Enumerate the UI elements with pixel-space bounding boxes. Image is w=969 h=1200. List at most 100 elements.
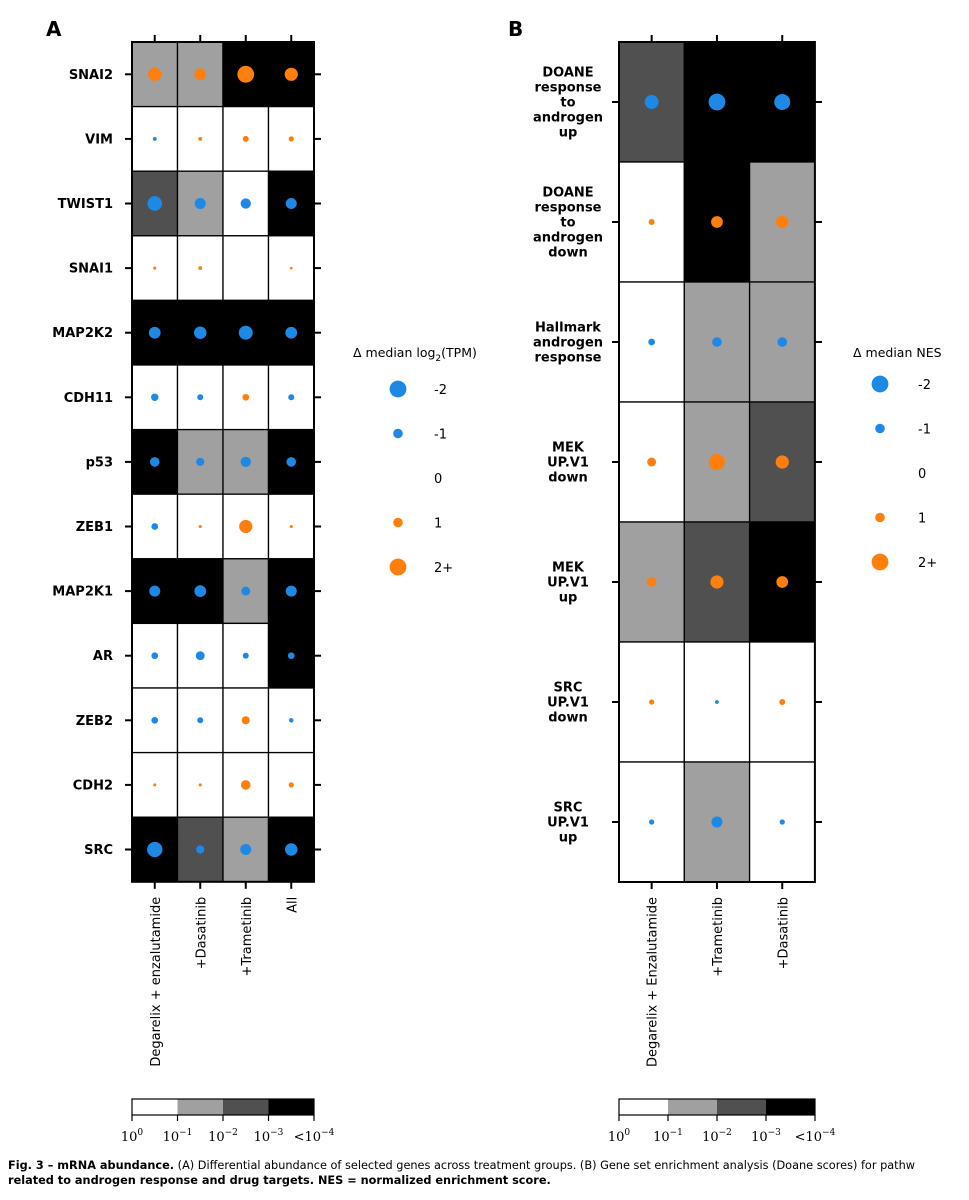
dot-A-3-1 [198, 266, 203, 271]
legend-dot [871, 553, 889, 571]
dot-B-5-1 [715, 700, 719, 704]
dot-A-1-0 [152, 136, 157, 141]
dot-A-1-3 [288, 136, 294, 142]
legend-label: -2 [434, 383, 447, 398]
dot-B-2-2 [777, 337, 788, 347]
row-label: MAP2K2 [52, 326, 113, 341]
row-label: MEK [552, 441, 585, 456]
colorbar-tick-label: 10−3 [254, 1128, 284, 1145]
dot-B-0-2 [774, 93, 791, 111]
row-label: MAP2K1 [52, 585, 113, 600]
row-label: AR [93, 649, 113, 664]
row-label: UP.V1 [547, 576, 589, 591]
legend-dot [393, 517, 403, 528]
dot-A-11-0 [153, 783, 157, 787]
dot-A-2-2 [240, 198, 251, 209]
column-label: Degarelix + enzalutamide [149, 897, 164, 1067]
column-label: All [285, 897, 300, 913]
column-label: +Trametinib [240, 897, 255, 977]
dot-A-2-3 [285, 197, 297, 210]
row-label: androgen [533, 231, 603, 246]
dot-B-0-1 [708, 93, 726, 111]
dot-B-3-1 [708, 453, 725, 471]
row-label: CDH11 [64, 391, 113, 406]
dot-B-6-2 [779, 819, 785, 825]
legend-label: 1 [434, 517, 442, 532]
dot-B-6-0 [649, 819, 655, 825]
dot-A-2-1 [194, 197, 206, 210]
colorbar-tick-label: <10−4 [294, 1128, 335, 1145]
column-label: +Dasatinib [776, 897, 791, 969]
colorbar-segment [268, 1099, 314, 1115]
colorbar-segment [223, 1099, 269, 1115]
dot-A-5-2 [242, 393, 250, 401]
legend-title: Δ median NES [853, 345, 942, 360]
dot-A-1-2 [242, 135, 249, 142]
row-label: Hallmark [535, 321, 601, 336]
dot-B-5-2 [779, 699, 786, 705]
dot-A-8-2 [241, 586, 251, 596]
row-label: response [534, 351, 601, 366]
legend-label: -1 [918, 423, 931, 438]
legend-dot [389, 558, 407, 576]
row-label: down [548, 246, 588, 261]
row-label: SNAI1 [69, 262, 113, 277]
dot-A-8-0 [149, 585, 161, 597]
dot-A-6-2 [240, 456, 251, 468]
row-label: DOANE [542, 66, 593, 81]
cell-A-5-2 [222, 364, 270, 431]
dot-A-12-2 [240, 843, 252, 856]
dot-B-4-2 [776, 576, 789, 588]
legend-label: 2+ [434, 561, 453, 576]
colorbar-segment [766, 1099, 815, 1115]
legend-title: Δ median log2(TPM) [353, 345, 477, 364]
colorbar-segment [668, 1099, 717, 1115]
row-label: androgen [533, 111, 603, 126]
cell-A-1-3 [267, 105, 315, 172]
colorbar-segment [177, 1099, 223, 1115]
row-label: UP.V1 [547, 696, 589, 711]
dot-A-1-1 [198, 136, 203, 141]
row-label: CDH2 [73, 778, 113, 793]
colorbar-segment [717, 1099, 766, 1115]
dot-A-9-3 [287, 652, 295, 660]
colorbar-tick-label: 100 [608, 1128, 631, 1145]
legend-label: 0 [434, 472, 442, 487]
row-label: SNAI2 [69, 68, 113, 83]
row-label: up [559, 831, 578, 846]
legend-label: -1 [434, 428, 447, 443]
dot-A-10-3 [288, 718, 294, 723]
row-label: ZEB1 [76, 520, 113, 535]
dot-A-10-1 [197, 717, 204, 724]
dot-B-5-0 [649, 699, 655, 705]
colorbar-tick-label: 10−2 [208, 1128, 238, 1145]
panel-B: DOANEresponsetoandrogenupDOANEresponseto… [508, 17, 942, 1121]
cell-A-3-2 [222, 235, 270, 302]
colorbar-segment [132, 1099, 178, 1115]
legend-dot [389, 380, 407, 398]
dot-A-0-1 [194, 68, 207, 81]
colorbar-tick-label: <10−4 [795, 1128, 836, 1145]
dot-A-9-0 [151, 652, 159, 660]
dot-A-12-0 [147, 841, 163, 858]
row-label: response [534, 201, 601, 216]
dot-B-2-0 [648, 338, 656, 346]
legend-label: -2 [918, 378, 931, 393]
legend-label: 2+ [918, 556, 937, 571]
dot-A-11-3 [288, 782, 294, 788]
row-label: to [560, 96, 575, 111]
dot-A-2-0 [147, 196, 163, 211]
dot-A-10-0 [151, 716, 159, 724]
cell-B-1-2 [748, 161, 816, 283]
row-label: to [560, 216, 575, 231]
dot-A-6-3 [286, 457, 297, 467]
dot-B-4-1 [710, 575, 724, 589]
dot-B-3-2 [775, 455, 789, 469]
caption-lead: Fig. 3 – mRNA abundance. [8, 1159, 175, 1172]
dot-A-7-1 [198, 524, 202, 529]
colorbar-tick-label: 10−1 [163, 1128, 193, 1145]
row-label: SRC [554, 681, 583, 696]
dot-A-3-0 [153, 266, 157, 270]
dot-A-8-1 [194, 585, 207, 597]
colorbar-tick-label: 10−3 [751, 1128, 781, 1145]
